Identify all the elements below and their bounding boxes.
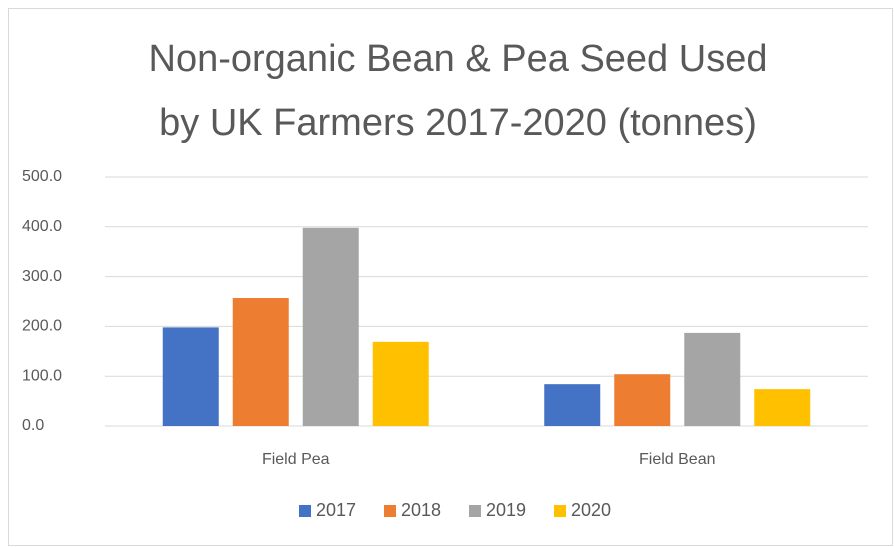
x-tick-label: Field Pea (262, 451, 330, 468)
chart-title: by UK Farmers 2017-2020 (tonnes) (159, 102, 757, 144)
bar (614, 374, 671, 426)
x-tick-label: Field Bean (639, 451, 716, 468)
legend-swatch (554, 505, 566, 517)
legend-swatch (299, 505, 311, 517)
y-tick-label: 0.0 (22, 417, 44, 434)
y-tick-label: 100.0 (22, 367, 62, 384)
legend-swatch (384, 505, 396, 517)
bar (544, 384, 601, 426)
y-tick-label: 500.0 (22, 168, 62, 185)
bar (302, 227, 359, 426)
bar (684, 332, 741, 426)
bar (232, 298, 289, 426)
bar (162, 327, 219, 426)
legend-label: 2018 (401, 500, 441, 520)
chart-title: Non-organic Bean & Pea Seed Used (149, 38, 768, 80)
y-tick-label: 300.0 (22, 268, 62, 285)
y-tick-label: 400.0 (22, 218, 62, 235)
legend-label: 2019 (486, 500, 526, 520)
bar (372, 341, 429, 426)
legend-label: 2020 (571, 500, 611, 520)
legend-label: 2017 (316, 500, 356, 520)
y-tick-label: 200.0 (22, 318, 62, 335)
legend-swatch (469, 505, 481, 517)
bar (754, 389, 811, 426)
